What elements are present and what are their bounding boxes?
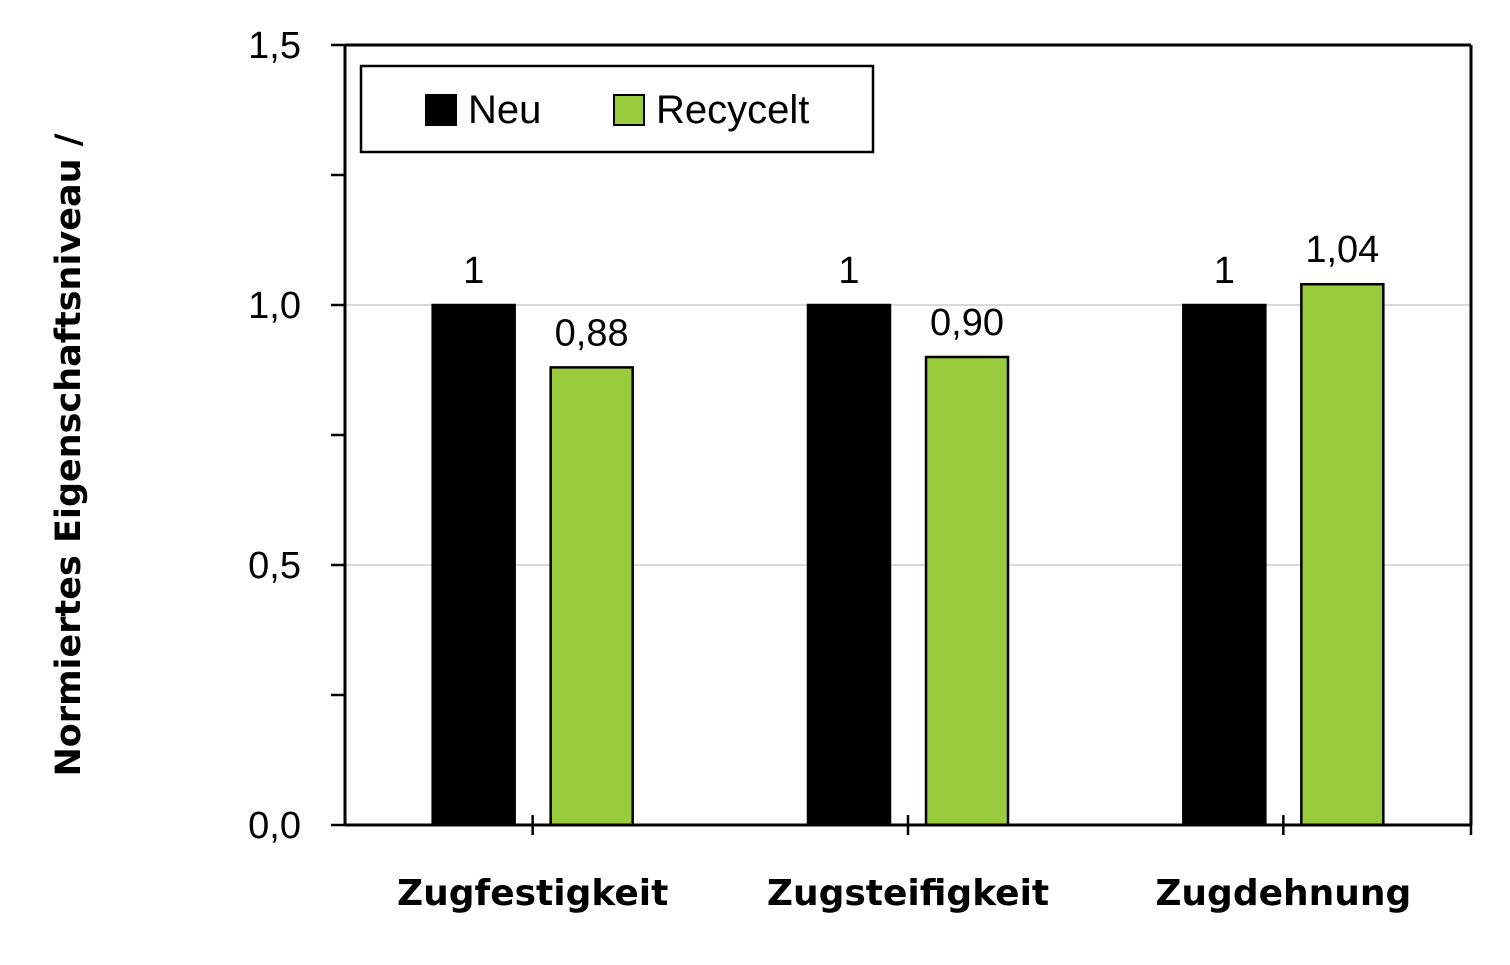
bar-recycelt-zugsteifigkeit: [924, 355, 1010, 827]
legend-label: Recycelt: [656, 88, 809, 132]
bar-recycelt-zugfestigkeit: [549, 366, 634, 827]
y-axis-title: Normiertes Eigenschaftsniveau /: [49, 133, 89, 776]
data-label: 1,04: [1305, 229, 1379, 271]
bar-neu-zugsteifigkeit: [806, 303, 892, 827]
gridlines: [345, 304, 1471, 566]
y-tick-label: 1,0: [248, 285, 301, 327]
legend-swatch-neu: [425, 94, 457, 126]
legend-swatch-recycelt: [613, 94, 645, 126]
legend-label: Neu: [468, 88, 541, 132]
data-label: 1: [838, 250, 859, 292]
y-tick-label: 0,0: [248, 805, 301, 847]
x-category-label: Zugfestigkeit: [397, 873, 668, 914]
legend: Neu Recycelt: [359, 64, 875, 154]
data-label: 0,88: [555, 312, 629, 354]
bar-neu-zugdehnung: [1182, 303, 1267, 827]
bars: [431, 282, 1385, 827]
y-tick-label: 0,5: [248, 545, 301, 587]
x-category-label: Zugdehnung: [1155, 873, 1411, 914]
bar-recycelt-zugdehnung: [1300, 282, 1385, 827]
data-label: 0,90: [930, 302, 1004, 344]
axes: [331, 43, 1473, 835]
data-label: 1: [463, 250, 484, 292]
labels: 1 1 1 0,88 0,90 1,04 0,0 0,5 1,0 1,5 Zugfestigkeit…: [49, 25, 1411, 914]
x-category-label: Zugsteifigkeit: [767, 873, 1049, 914]
data-label: 1: [1214, 250, 1235, 292]
y-tick-label: 1,5: [248, 25, 301, 67]
bar-neu-zugfestigkeit: [431, 303, 516, 827]
